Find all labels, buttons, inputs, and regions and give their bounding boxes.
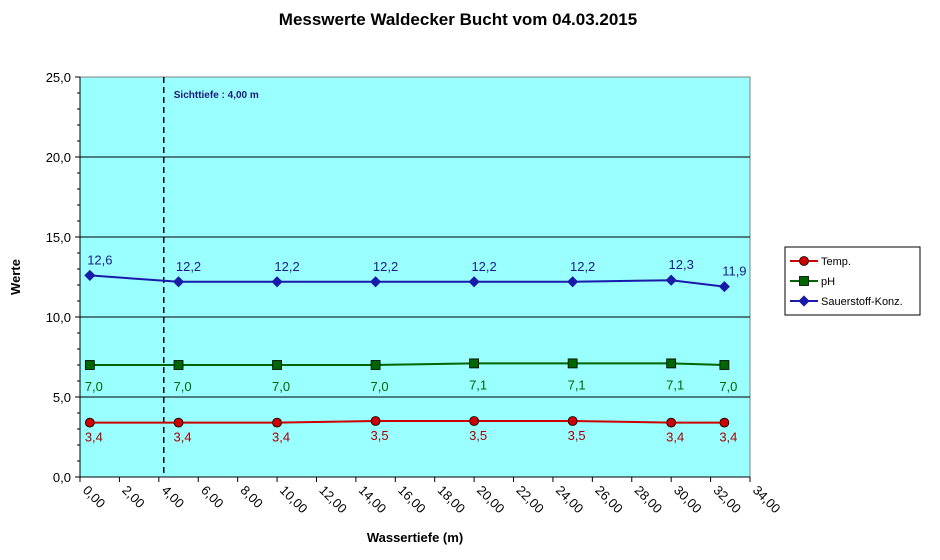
data-point — [173, 360, 184, 370]
data-point — [272, 417, 282, 428]
x-tick-label: 0,00 — [80, 483, 109, 512]
x-tick-label: 26,00 — [592, 483, 626, 517]
data-point — [84, 417, 95, 428]
data-label: 3,4 — [173, 430, 191, 445]
data-label: 12,2 — [570, 259, 595, 274]
x-tick-label: 30,00 — [671, 483, 705, 517]
y-tick-label: 10,0 — [46, 310, 71, 325]
x-tick-label: 10,00 — [277, 483, 311, 517]
data-label: 7,0 — [719, 379, 737, 394]
data-point — [567, 276, 579, 288]
data-point — [370, 276, 382, 288]
x-tick-label: 6,00 — [198, 483, 227, 512]
x-tick-label: 8,00 — [238, 483, 267, 512]
data-point — [718, 281, 730, 293]
data-point — [567, 416, 578, 426]
data-labels: 3,4 3,4 3,4 3,5 3,5 3,5 3,4 3,4 7,0 7,0 7,0 7,0 7,1 7… — [85, 252, 747, 444]
data-label: 3,4 — [85, 430, 103, 445]
x-tick-label: 12,00 — [316, 483, 350, 517]
series-group — [84, 269, 730, 428]
x-tick-label: 24,00 — [553, 483, 587, 517]
data-label: 11,9 — [722, 264, 746, 279]
data-label: 7,0 — [85, 379, 103, 394]
series-ph — [84, 358, 730, 370]
data-point — [719, 417, 730, 428]
data-label: 12,3 — [669, 257, 694, 272]
series-sauerstoff-konz — [84, 269, 730, 293]
visibility-depth-label: Sichttiefe : 4,00 m — [174, 90, 259, 101]
data-point — [173, 417, 184, 428]
axes — [75, 76, 751, 482]
series-line — [89, 362, 725, 366]
legend-marker — [798, 295, 810, 307]
x-tick-label: 16,00 — [395, 483, 429, 517]
data-point — [665, 274, 677, 286]
x-tick-label: 20,00 — [474, 483, 508, 517]
plot-area — [79, 76, 751, 478]
x-tick-label: 32,00 — [710, 483, 744, 517]
data-point — [370, 360, 381, 370]
y-tick-label: 20,0 — [46, 150, 71, 165]
data-point — [469, 358, 480, 369]
x-tick-label: 22,00 — [513, 483, 547, 517]
data-point — [172, 276, 185, 288]
data-label: 3,5 — [469, 428, 487, 443]
series-line — [89, 420, 725, 424]
y-tick-label: 25,0 — [46, 70, 71, 85]
data-point — [271, 276, 283, 288]
data-point — [469, 416, 480, 426]
data-point — [272, 360, 282, 370]
data-label: 7,1 — [666, 377, 684, 392]
x-tick-label: 18,00 — [435, 483, 469, 517]
data-point — [84, 360, 95, 370]
data-label: 12,2 — [373, 259, 398, 274]
data-label: 7,0 — [173, 379, 191, 394]
data-point — [84, 269, 96, 281]
data-label: 7,0 — [371, 379, 389, 394]
y-tick-label: 15,0 — [46, 230, 71, 245]
series-line — [89, 274, 725, 288]
gridlines — [80, 156, 750, 398]
data-point — [468, 276, 480, 288]
data-label: 12,2 — [274, 259, 299, 274]
x-tick-label: 14,00 — [356, 483, 390, 517]
y-tick-labels: 0,0 5,0 10,0 15,0 20,0 25,0 — [46, 70, 71, 485]
data-label: 3,5 — [371, 428, 389, 443]
data-point — [666, 417, 677, 428]
legend-marker — [799, 256, 809, 266]
data-label: 12,6 — [87, 252, 112, 267]
data-label: 3,4 — [666, 430, 684, 445]
y-tick-label: 0,0 — [53, 470, 71, 485]
x-tick-labels: 0,00 2,00 4,00 6,00 8,00 10,00 12,00 14,00 16,00… — [80, 483, 784, 517]
y-axis-title: Werte — [8, 259, 23, 295]
legend-label: Temp. — [821, 256, 851, 268]
data-label: 3,4 — [719, 430, 737, 445]
x-tick-label: 28,00 — [632, 483, 666, 517]
x-tick-label: 2,00 — [119, 483, 148, 512]
data-label: 7,0 — [272, 379, 290, 394]
visibility-depth-annotation: Sichttiefe : 4,00 m — [163, 77, 259, 477]
data-label: 3,4 — [272, 430, 290, 445]
x-axis-title: Wassertiefe (m) — [367, 530, 463, 545]
data-label: 7,1 — [469, 377, 487, 392]
data-label: 3,5 — [568, 428, 586, 443]
x-tick-label: 4,00 — [159, 483, 188, 512]
series-temp — [84, 416, 730, 428]
x-tick-label: 34,00 — [750, 483, 784, 517]
chart-title: Messwerte Waldecker Bucht vom 04.03.2015 — [279, 10, 637, 29]
legend-label: Sauerstoff-Konz. — [821, 296, 903, 308]
data-label: 12,2 — [176, 259, 201, 274]
data-label: 7,1 — [568, 377, 586, 392]
data-point — [370, 416, 381, 426]
data-point — [567, 358, 578, 369]
legend-marker — [799, 276, 809, 286]
legend: Temp. pH Sauerstoff-Konz. — [784, 246, 921, 316]
data-point — [719, 360, 730, 370]
legend-label: pH — [821, 276, 835, 288]
y-tick-label: 5,0 — [53, 390, 71, 405]
data-point — [666, 358, 677, 369]
data-label: 12,2 — [471, 259, 496, 274]
